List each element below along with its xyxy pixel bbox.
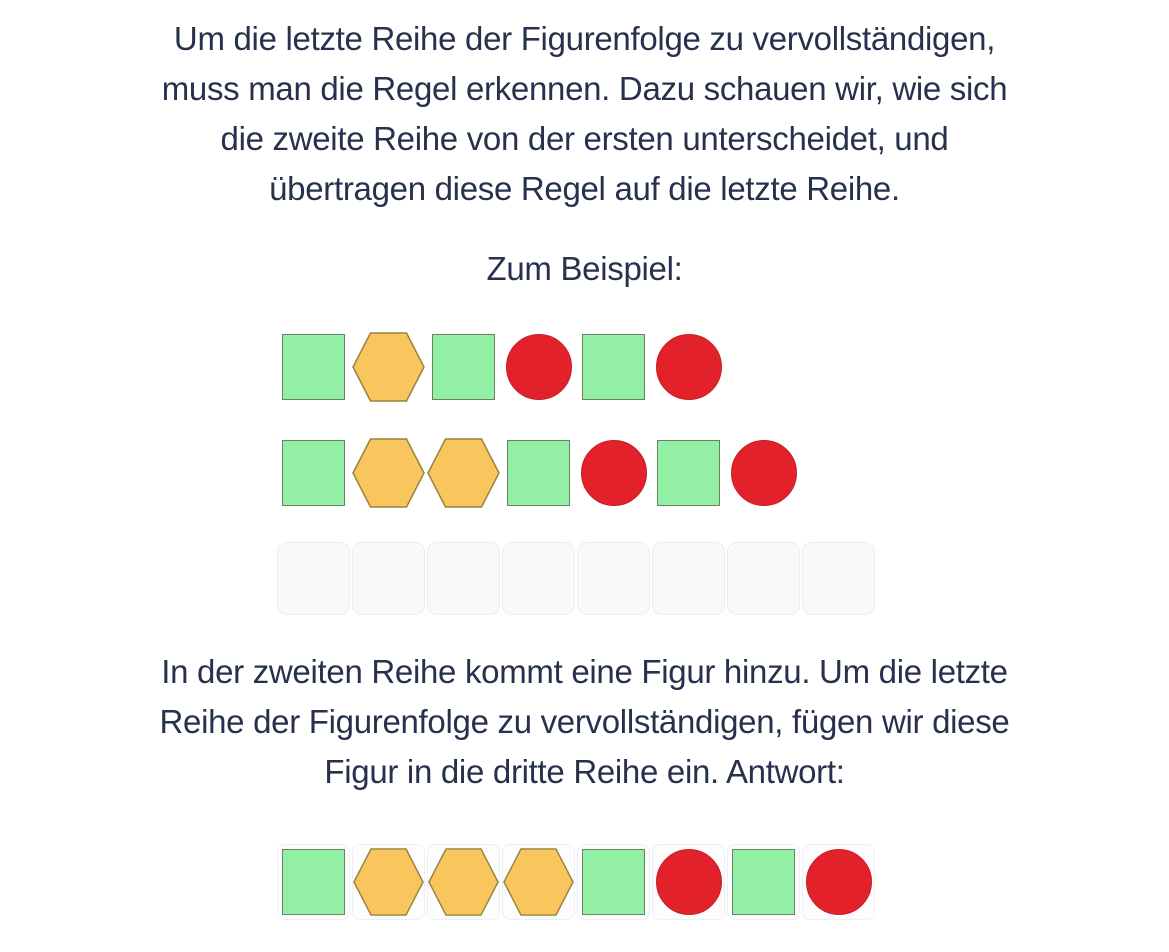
figure-slot <box>427 332 500 402</box>
empty-answer-row <box>277 542 879 615</box>
figure-slot <box>652 438 725 508</box>
square-shape <box>282 334 345 400</box>
figure-slot <box>277 332 350 402</box>
answer-cell <box>427 844 500 920</box>
hexagon-shape <box>353 848 424 916</box>
explanation-paragraph: In der zweiten Reihe kommt eine Figur hi… <box>0 647 1169 797</box>
square-shape <box>732 849 795 915</box>
lesson-explanation-page: Um die letzte Reihe der Figurenfolge zu … <box>0 0 1169 920</box>
answer-cell <box>727 844 800 920</box>
answer-row <box>277 844 1169 920</box>
circle-shape <box>505 334 572 400</box>
figure-slot <box>727 438 800 508</box>
example-label: Zum Beispiel: <box>486 250 683 287</box>
figure-slot <box>652 332 725 402</box>
figure-slot <box>352 332 425 402</box>
figure-row-2 <box>277 438 879 508</box>
answer-cell <box>277 844 350 920</box>
figure-slot <box>502 438 575 508</box>
square-shape <box>582 849 645 915</box>
figure-row-1 <box>277 332 879 402</box>
example-figures <box>277 332 879 615</box>
text-line: In der zweiten Reihe kommt eine Figur hi… <box>161 653 1008 690</box>
circle-shape <box>805 849 872 915</box>
square-shape <box>282 440 345 506</box>
text-line: Reihe der Figurenfolge zu vervollständig… <box>159 703 1010 740</box>
empty-cell <box>502 542 575 615</box>
figure-slot <box>502 332 575 402</box>
circle-shape <box>580 440 647 506</box>
empty-cell <box>802 542 875 615</box>
text-line: Figur in die dritte Reihe ein. Antwort: <box>324 753 845 790</box>
square-shape <box>432 334 495 400</box>
answer-cell <box>577 844 650 920</box>
text-line: Um die letzte Reihe der Figurenfolge zu … <box>173 20 996 57</box>
text-line: die zweite Reihe von der ersten untersch… <box>220 120 949 157</box>
hexagon-shape <box>352 438 425 508</box>
figure-slot <box>352 438 425 508</box>
empty-cell <box>352 542 425 615</box>
figure-slot <box>577 332 650 402</box>
circle-shape <box>655 849 722 915</box>
figure-slot <box>277 438 350 508</box>
empty-cell <box>277 542 350 615</box>
figure-slot <box>577 438 650 508</box>
circle-shape <box>655 334 722 400</box>
hexagon-shape <box>503 848 574 916</box>
hexagon-shape <box>427 438 500 508</box>
empty-cell <box>727 542 800 615</box>
square-shape <box>282 849 345 915</box>
hexagon-shape <box>428 848 499 916</box>
answer-cell <box>652 844 725 920</box>
text-line: muss man die Regel erkennen. Dazu schaue… <box>161 70 1008 107</box>
text-line: übertragen diese Regel auf die letzte Re… <box>269 170 900 207</box>
square-shape <box>582 334 645 400</box>
hexagon-shape <box>352 332 425 402</box>
empty-cell <box>652 542 725 615</box>
empty-cell <box>427 542 500 615</box>
circle-shape <box>730 440 797 506</box>
answer-cell <box>502 844 575 920</box>
square-shape <box>507 440 570 506</box>
answer-cell <box>352 844 425 920</box>
answer-cell <box>802 844 875 920</box>
intro-paragraph: Um die letzte Reihe der Figurenfolge zu … <box>0 0 1169 214</box>
square-shape <box>657 440 720 506</box>
empty-cell <box>577 542 650 615</box>
figure-slot <box>427 438 500 508</box>
